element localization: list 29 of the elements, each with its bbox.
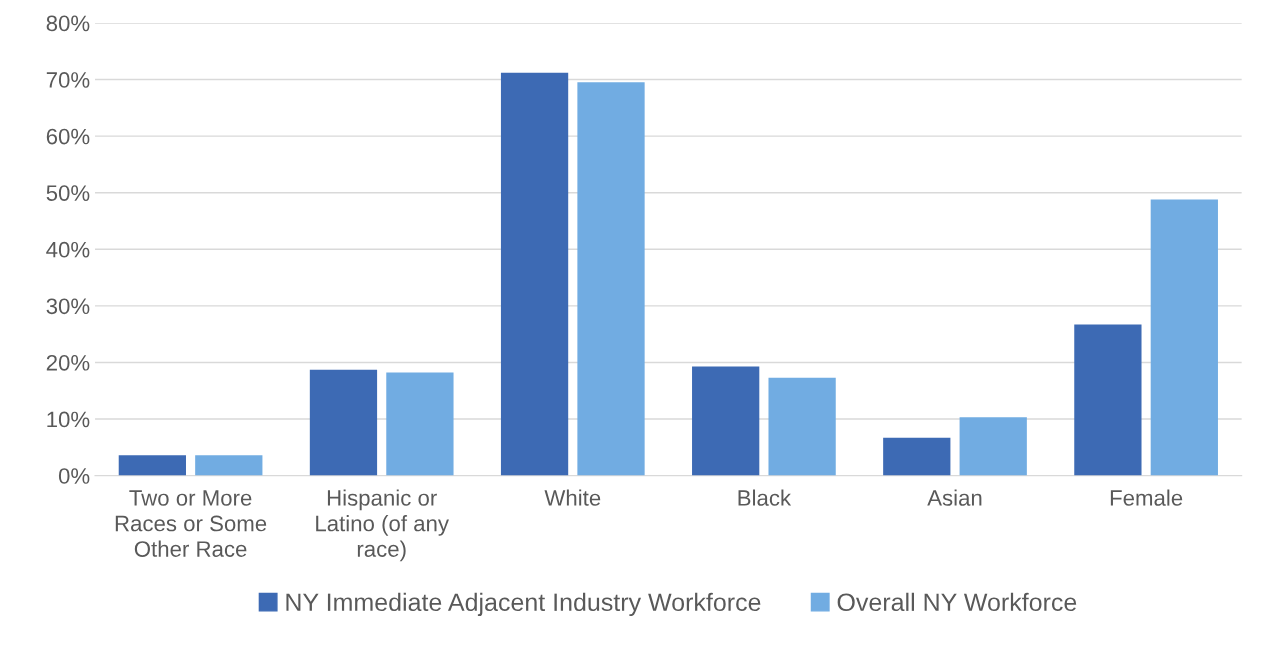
bar [883,437,951,476]
x-tick-label: Two or More Races or Some Other Race [115,490,267,557]
bar [768,377,836,476]
bar [959,417,1027,476]
bar [577,82,645,476]
bar [692,366,760,476]
y-tick-label: 60% [46,128,90,145]
y-tick-label: 20% [46,354,90,371]
bar [118,455,186,476]
y-tick-label: 70% [46,72,90,88]
y-tick-label: 40% [46,241,90,258]
y-tick-label: 80% [46,15,90,32]
bar [386,372,454,476]
bar [500,72,569,476]
x-tick-label: Hispanic or Latino (of any race) [316,489,449,562]
y-tick-label: 0% [58,468,90,484]
x-tick-label: White [544,489,601,506]
bar [1150,199,1218,476]
legend-label: Overall NY Workforce [837,592,1077,612]
y-tick-label: 50% [46,185,90,201]
x-tick-label: Female [1110,489,1183,506]
bar [1074,324,1142,476]
bar [309,369,378,476]
y-tick-label: 30% [46,298,90,315]
legend-label: NY Immediate Adjacent Industry Workforce [286,592,761,617]
bar [195,455,263,476]
y-tick-label: 10% [47,411,90,428]
x-tick-label: Asian [927,489,982,506]
x-tick-label: Black [738,489,792,506]
